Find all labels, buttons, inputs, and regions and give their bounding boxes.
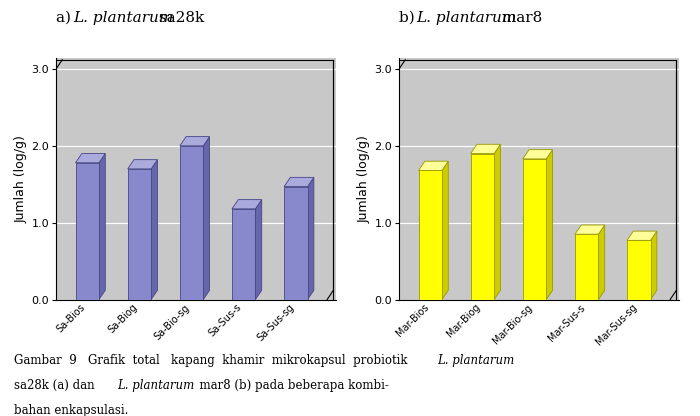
Polygon shape — [76, 163, 99, 300]
Text: L. plantarum: L. plantarum — [438, 354, 514, 366]
Polygon shape — [650, 231, 657, 300]
Polygon shape — [419, 171, 442, 300]
Polygon shape — [627, 240, 650, 300]
Polygon shape — [256, 200, 262, 300]
Text: mar8 (b) pada beberapa kombi-: mar8 (b) pada beberapa kombi- — [193, 379, 389, 391]
Polygon shape — [575, 234, 598, 300]
Polygon shape — [546, 150, 552, 300]
Y-axis label: Jumlah (log/g): Jumlah (log/g) — [357, 135, 370, 223]
Polygon shape — [232, 200, 262, 209]
Polygon shape — [203, 136, 209, 300]
Polygon shape — [307, 177, 314, 300]
Polygon shape — [470, 144, 500, 154]
Text: L. plantarum: L. plantarum — [118, 379, 195, 391]
Polygon shape — [523, 159, 546, 300]
Polygon shape — [284, 177, 314, 186]
Polygon shape — [180, 146, 203, 300]
Polygon shape — [76, 154, 105, 163]
Polygon shape — [151, 160, 158, 300]
Polygon shape — [627, 231, 657, 240]
Polygon shape — [127, 160, 158, 169]
Polygon shape — [494, 144, 500, 300]
Y-axis label: Jumlah (log/g): Jumlah (log/g) — [14, 135, 27, 223]
Polygon shape — [598, 225, 605, 300]
Text: bahan enkapsulasi.: bahan enkapsulasi. — [14, 404, 128, 416]
Text: Gambar  9   Grafik  total   kapang  khamir  mikrokapsul  probiotik: Gambar 9 Grafik total kapang khamir mikr… — [14, 354, 412, 366]
Polygon shape — [180, 136, 209, 146]
Polygon shape — [284, 186, 307, 300]
Text: b): b) — [399, 11, 419, 25]
Text: L. plantarum: L. plantarum — [416, 11, 517, 25]
Text: L. plantarum: L. plantarum — [74, 11, 174, 25]
Text: sa28k (a) dan: sa28k (a) dan — [14, 379, 106, 391]
Polygon shape — [470, 154, 494, 300]
Polygon shape — [523, 150, 552, 159]
Text: a): a) — [56, 11, 76, 25]
Polygon shape — [575, 225, 605, 234]
Polygon shape — [442, 161, 448, 300]
Polygon shape — [419, 161, 448, 171]
Text: mar8: mar8 — [497, 11, 542, 25]
Polygon shape — [127, 169, 151, 300]
Polygon shape — [232, 209, 256, 300]
Polygon shape — [99, 154, 105, 300]
Text: sa28k: sa28k — [154, 11, 204, 25]
